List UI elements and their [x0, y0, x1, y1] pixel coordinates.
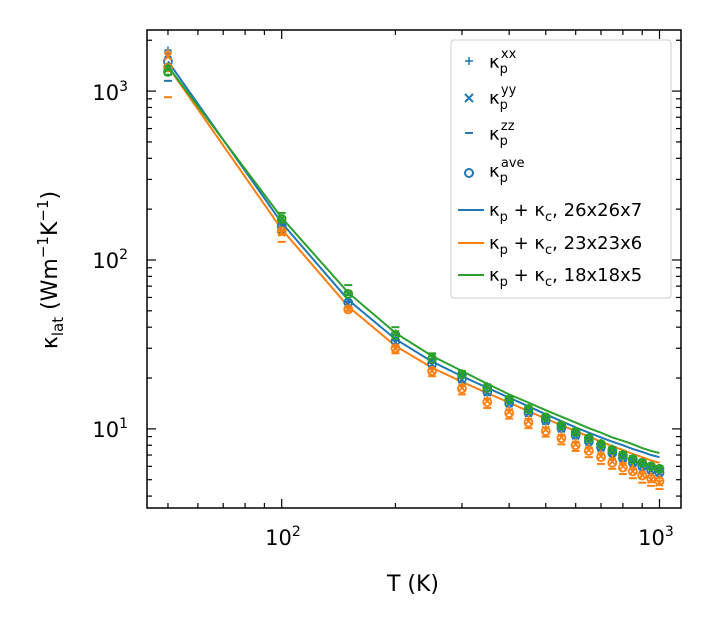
marker-ave-18x18x5-350	[482, 382, 493, 393]
legend-circle-marker	[464, 168, 474, 178]
marker-ave-18x18x5-600	[570, 426, 581, 437]
marker-ave-23x23x6-350	[482, 397, 493, 408]
legend-label-zz: κpzz	[489, 119, 515, 149]
marker-ave-23x23x6-950	[646, 473, 656, 484]
marker-ave-23x23x6-650	[583, 446, 594, 456]
marker-ave-23x23x6-100	[276, 226, 287, 237]
legend-label-yy: κpyy	[489, 83, 517, 113]
legend-box	[450, 39, 672, 299]
marker-ave-18x18x5-100	[276, 214, 287, 224]
marker-yy-23x23x6-50	[163, 52, 173, 61]
marker-ave-18x18x5-150	[343, 288, 354, 299]
marker-ave-23x23x6-400	[504, 408, 515, 418]
y-tick-label-1e2: 102	[92, 247, 128, 273]
marker-ave-23x23x6-450	[523, 417, 534, 428]
plot-frame	[146, 29, 682, 509]
marker-xx-23x23x6-50	[164, 48, 172, 56]
axes	[146, 29, 682, 509]
series-line-26x26x7	[167, 60, 660, 459]
marker-ave-18x18x5-50	[163, 66, 173, 77]
marker-ave-18x18x5-250	[427, 353, 437, 364]
marker-ave-23x23x6-300	[457, 383, 467, 394]
marker-ave-23x23x6-200	[390, 343, 401, 354]
x-tick-label-1e2: 102	[265, 524, 301, 550]
y-tick-label-1e3: 103	[92, 79, 128, 105]
legend-label-23x23x6: κp + κc, 23x23x6	[489, 233, 642, 258]
marker-ave-23x23x6-750	[607, 457, 618, 468]
legend-markers	[458, 57, 484, 276]
marker-ave-18x18x5-500	[540, 412, 551, 423]
marker-ave-23x23x6-150	[343, 304, 354, 315]
series-lines	[167, 60, 660, 464]
legend-label-26x26x7: κp + κc, 26x26x7	[489, 200, 642, 225]
marker-ave-23x23x6-1000	[654, 476, 665, 487]
marker-ave-18x18x5-300	[457, 369, 467, 380]
marker-ave-18x18x5-950	[646, 461, 656, 472]
marker-ave-18x18x5-800	[617, 450, 628, 460]
legend-x-marker	[464, 93, 474, 103]
marker-ave-23x23x6-500	[540, 426, 551, 437]
marker-ave-18x18x5-450	[523, 404, 534, 414]
marker-ave-18x18x5-750	[607, 445, 618, 455]
marker-ave-18x18x5-400	[504, 394, 515, 405]
legend-label-18x18x5: κp + κc, 18x18x5	[489, 265, 642, 290]
series-line-18x18x5	[167, 65, 660, 454]
y-tick-label-1e1: 101	[92, 416, 128, 442]
marker-yy-18x18x5-50	[163, 64, 173, 74]
x-tick-label-1e3: 103	[638, 524, 674, 550]
marker-ave-23x23x6-550	[556, 433, 567, 444]
marker-ave-18x18x5-700	[596, 439, 606, 450]
marker-ave-23x23x6-900	[637, 470, 648, 481]
series-markers	[163, 46, 665, 491]
marker-ave-23x23x6-600	[570, 440, 581, 451]
marker-ave-18x18x5-650	[583, 433, 594, 444]
marker-ave-18x18x5-1000	[654, 463, 665, 474]
legend-label-xx: κpxx	[489, 47, 517, 77]
series-line-23x23x6	[167, 65, 660, 464]
legend-label-ave: κpave	[489, 156, 525, 186]
legend: κpxx κpyy κpzz κpave κp + κc, 26x26x7 κp…	[450, 39, 672, 299]
marker-ave-18x18x5-900	[637, 457, 648, 468]
legend-plus-marker	[465, 57, 473, 65]
marker-ave-23x23x6-250	[427, 366, 437, 376]
marker-ave-23x23x6-850	[627, 466, 638, 477]
marker-ave-23x23x6-700	[596, 452, 606, 463]
marker-ave-23x23x6-800	[617, 462, 628, 473]
marker-ave-18x18x5-850	[627, 454, 638, 465]
marker-ave-18x18x5-200	[390, 330, 401, 340]
y-axis-label: κlat (Wm−1K−1)	[34, 191, 67, 349]
x-axis-label: T (K)	[386, 572, 439, 597]
marker-ave-18x18x5-550	[556, 420, 567, 431]
